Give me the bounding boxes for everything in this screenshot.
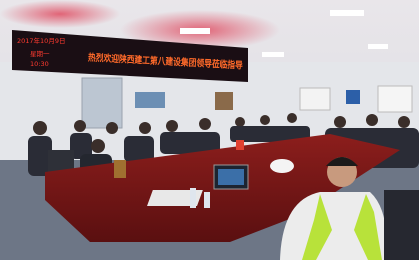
sign-time: 10:30 [30, 60, 49, 68]
page: 2017年10月9日 星期一 10:30 热烈欢迎陕西建工第八建设集团领导莅临指… [0, 0, 419, 260]
photo: 2017年10月9日 星期一 10:30 热烈欢迎陕西建工第八建设集团领导莅临指… [0, 0, 419, 260]
head [166, 120, 178, 132]
head [106, 122, 118, 134]
poster [378, 86, 412, 112]
ceiling-lamp [262, 52, 284, 57]
head [199, 118, 211, 130]
laptop-screen [218, 169, 244, 185]
ceiling-light [0, 0, 120, 28]
head [235, 117, 245, 127]
head [334, 116, 346, 128]
head [91, 139, 105, 153]
window [82, 78, 122, 128]
chair [384, 190, 419, 260]
head [398, 116, 410, 128]
bottle [204, 192, 210, 208]
sign-weekday: 星期一 [30, 50, 50, 58]
ceiling-lamp [330, 10, 364, 16]
head [366, 114, 378, 126]
poster [300, 88, 330, 110]
bottle [190, 188, 196, 208]
nameplate [236, 140, 244, 150]
head [33, 121, 47, 135]
head [74, 120, 86, 132]
helmet [270, 159, 294, 173]
teapot [114, 160, 126, 178]
ceiling-lamp [368, 44, 388, 49]
picture [215, 92, 233, 110]
poster [135, 92, 165, 108]
head [139, 122, 151, 134]
head [287, 113, 297, 123]
head [260, 115, 270, 125]
sign-date: 2017年10月9日 [17, 36, 65, 45]
ceiling-lamp [180, 28, 210, 34]
logo [346, 90, 360, 104]
